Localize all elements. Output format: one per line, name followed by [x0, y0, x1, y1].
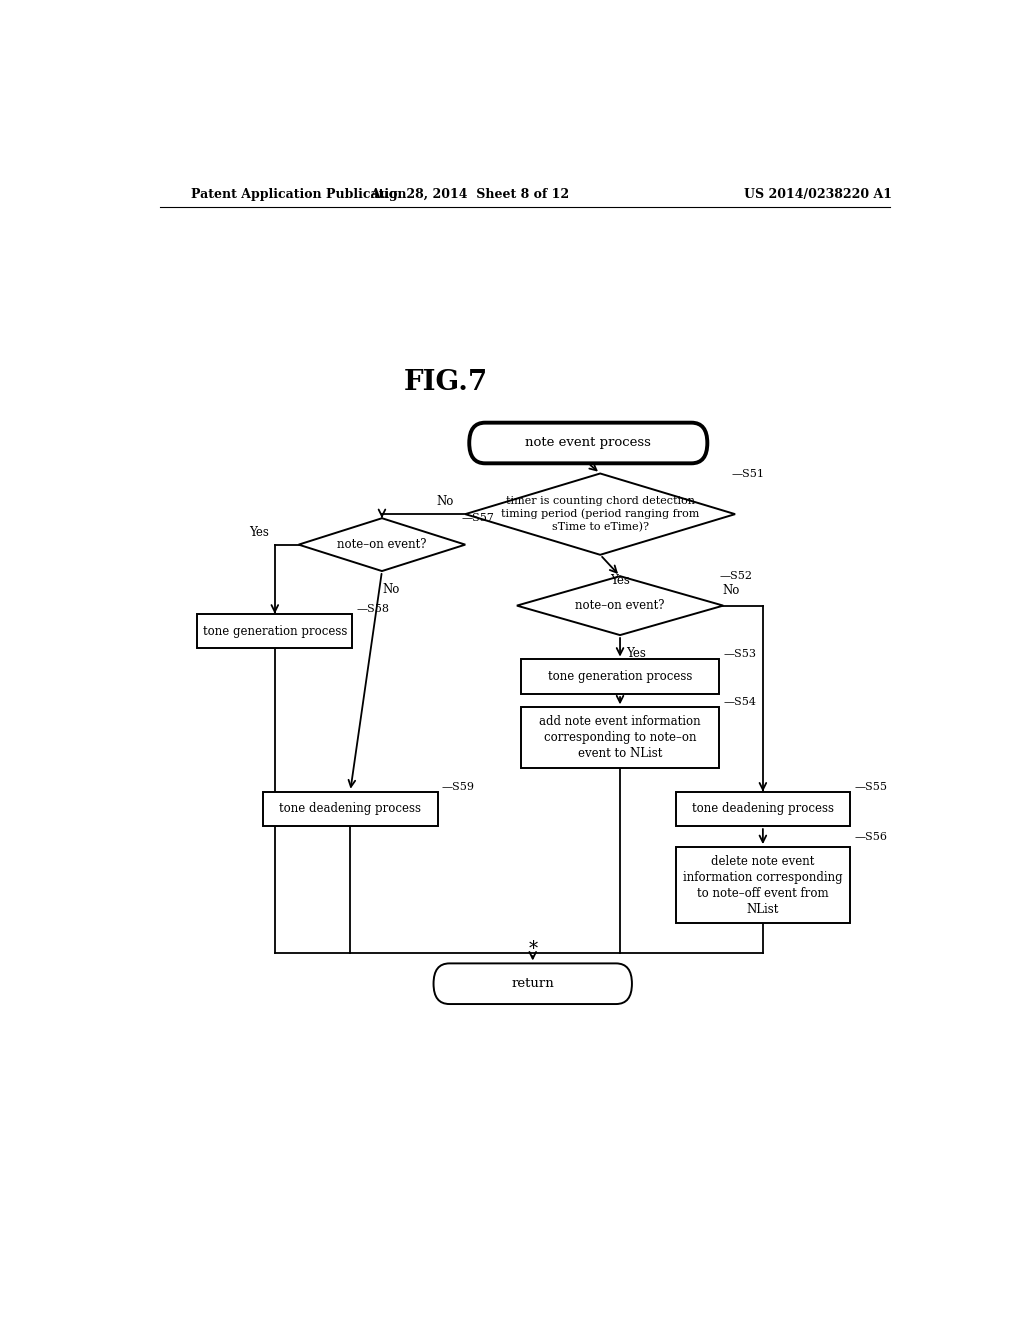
Text: delete note event
information corresponding
to note–off event from
NList: delete note event information correspond…	[683, 854, 843, 916]
Text: return: return	[511, 977, 554, 990]
Text: note–on event?: note–on event?	[337, 539, 427, 552]
Text: Yes: Yes	[249, 525, 269, 539]
Text: —S53: —S53	[723, 649, 756, 660]
FancyBboxPatch shape	[469, 422, 708, 463]
Text: —S56: —S56	[854, 832, 887, 842]
Text: US 2014/0238220 A1: US 2014/0238220 A1	[744, 189, 893, 202]
FancyBboxPatch shape	[521, 660, 719, 694]
Text: Patent Application Publication: Patent Application Publication	[191, 189, 407, 202]
Text: —S59: —S59	[441, 781, 474, 792]
FancyBboxPatch shape	[676, 847, 850, 923]
Text: tone generation process: tone generation process	[548, 671, 692, 684]
FancyBboxPatch shape	[521, 708, 719, 768]
Text: *: *	[528, 940, 538, 958]
Text: —S52: —S52	[719, 572, 753, 581]
Text: Yes: Yes	[610, 574, 630, 586]
Text: —S55: —S55	[854, 781, 887, 792]
Text: No: No	[723, 583, 739, 597]
Text: —S57: —S57	[461, 513, 495, 523]
FancyBboxPatch shape	[263, 792, 437, 826]
Text: FIG.7: FIG.7	[403, 368, 487, 396]
Text: tone generation process: tone generation process	[203, 624, 347, 638]
Text: timer is counting chord detection
timing period (period ranging from
sTime to eT: timer is counting chord detection timing…	[501, 496, 699, 532]
Text: Aug. 28, 2014  Sheet 8 of 12: Aug. 28, 2014 Sheet 8 of 12	[370, 189, 568, 202]
Text: tone deadening process: tone deadening process	[692, 803, 834, 816]
Text: Yes: Yes	[626, 647, 646, 660]
Text: —S54: —S54	[723, 697, 756, 708]
Text: note event process: note event process	[525, 437, 651, 450]
FancyBboxPatch shape	[433, 964, 632, 1005]
Text: note–on event?: note–on event?	[575, 599, 665, 612]
Polygon shape	[465, 474, 735, 554]
Polygon shape	[299, 519, 465, 572]
Text: —S58: —S58	[356, 603, 389, 614]
FancyBboxPatch shape	[198, 614, 352, 648]
Polygon shape	[517, 576, 723, 635]
Text: No: No	[383, 583, 400, 595]
Text: —S51: —S51	[731, 469, 764, 479]
FancyBboxPatch shape	[676, 792, 850, 826]
Text: add note event information
corresponding to note–on
event to NList: add note event information corresponding…	[540, 715, 700, 760]
Text: tone deadening process: tone deadening process	[280, 803, 421, 816]
Text: No: No	[437, 495, 454, 508]
